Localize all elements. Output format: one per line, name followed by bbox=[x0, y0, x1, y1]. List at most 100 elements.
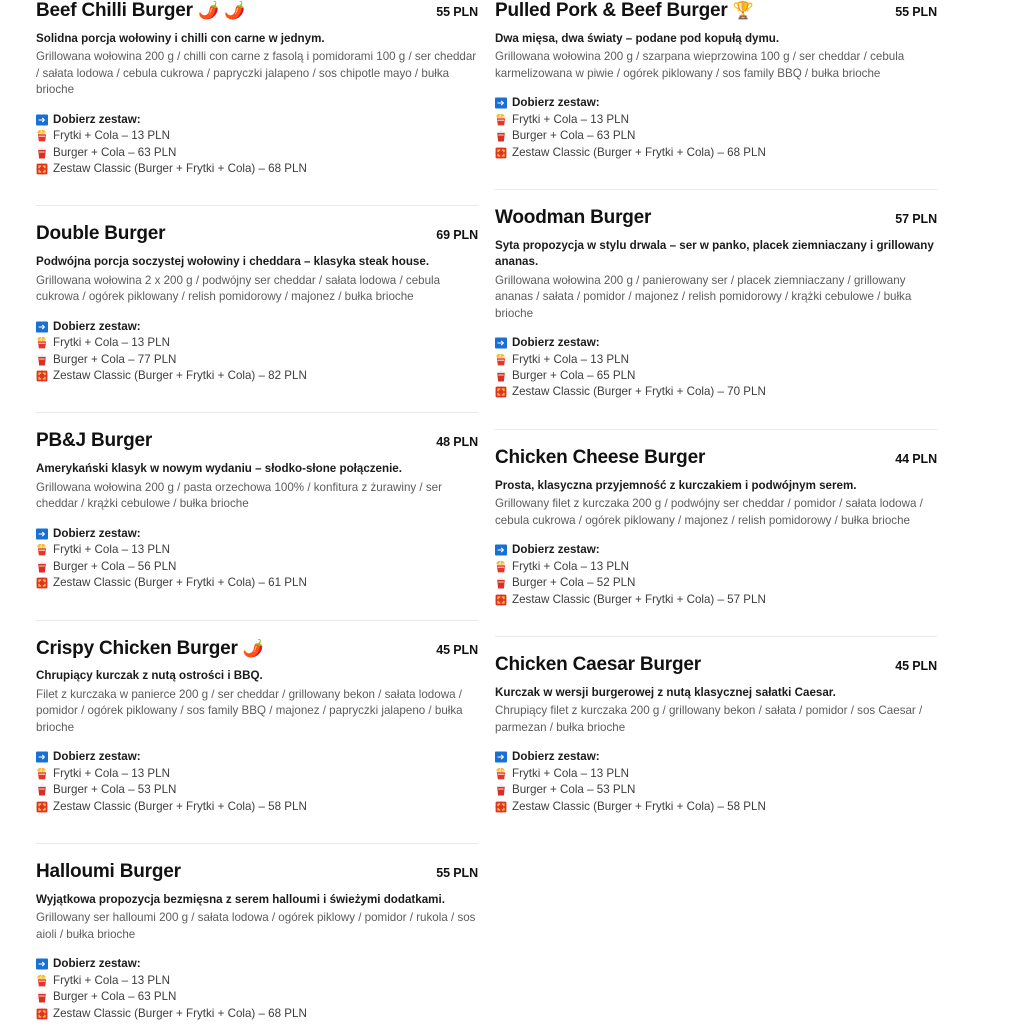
combo-heading-label: Dobierz zestaw: bbox=[512, 543, 600, 557]
combo-option-row[interactable]: Frytki + Cola – 13 PLN bbox=[36, 128, 478, 144]
combo-option-row[interactable]: Zestaw Classic (Burger + Frytki + Cola) … bbox=[495, 145, 937, 161]
right-arrow-icon bbox=[36, 321, 48, 333]
combo-option-row[interactable]: Frytki + Cola – 13 PLN bbox=[495, 352, 937, 368]
menu-item[interactable]: Double Burger 69 PLN Podwójna porcja soczy… bbox=[36, 205, 478, 398]
combo-option-row[interactable]: Burger + Cola – 63 PLN bbox=[36, 989, 478, 1005]
right-arrow-icon bbox=[495, 751, 507, 763]
combo-heading-row: Dobierz zestaw: bbox=[36, 749, 478, 765]
combo-option-row[interactable]: Zestaw Classic (Burger + Frytki + Cola) … bbox=[36, 161, 478, 177]
combo-option-row[interactable]: Zestaw Classic (Burger + Frytki + Cola) … bbox=[36, 575, 478, 591]
right-arrow-icon bbox=[36, 958, 48, 970]
bento-box-icon bbox=[36, 801, 48, 813]
item-tagline: Wyjątkowa propozycja bezmięsna z serem h… bbox=[36, 892, 445, 906]
item-ingredients: Filet z kurczaka w panierce 200 g / ser … bbox=[36, 687, 463, 734]
right-arrow-icon bbox=[36, 114, 48, 126]
drink-cup-icon bbox=[36, 560, 48, 573]
combo-option-row[interactable]: Burger + Cola – 63 PLN bbox=[495, 128, 937, 144]
combo-option-row[interactable]: Zestaw Classic (Burger + Frytki + Cola) … bbox=[36, 368, 478, 384]
item-tagline: Prosta, klasyczna przyjemność z kurczaki… bbox=[495, 478, 857, 492]
combo-option-row[interactable]: Burger + Cola – 63 PLN bbox=[36, 145, 478, 161]
combo-option-label: Frytki + Cola – 13 PLN bbox=[53, 543, 170, 557]
combo-option-row[interactable]: Burger + Cola – 77 PLN bbox=[36, 352, 478, 368]
combo-option-label: Burger + Cola – 53 PLN bbox=[512, 783, 636, 797]
combo-heading-label: Dobierz zestaw: bbox=[512, 96, 600, 110]
combo-option-row[interactable]: Burger + Cola – 65 PLN bbox=[495, 368, 937, 384]
item-header: Double Burger 69 PLN bbox=[36, 223, 478, 245]
combo-option-row[interactable]: Zestaw Classic (Burger + Frytki + Cola) … bbox=[495, 384, 937, 400]
drink-cup-icon bbox=[495, 130, 507, 142]
item-ingredients: Grillowany filet z kurczaka 200 g / podw… bbox=[495, 497, 923, 527]
combo-option-label: Burger + Cola – 63 PLN bbox=[512, 129, 636, 143]
menu-item[interactable]: Woodman Burger 57 PLN Syta propozycja w st… bbox=[495, 189, 937, 415]
combo-option-row[interactable]: Frytki + Cola – 13 PLN bbox=[36, 542, 478, 558]
drink-cup-icon bbox=[36, 991, 48, 1003]
item-tagline: Solidna porcja wołowiny i chilli con car… bbox=[36, 31, 325, 45]
combo-option-row[interactable]: Zestaw Classic (Burger + Frytki + Cola) … bbox=[495, 799, 937, 815]
item-tagline: Chrupiący kurczak z nutą ostrości i BBQ. bbox=[36, 669, 263, 683]
fries-icon bbox=[36, 974, 48, 987]
fries-icon bbox=[495, 560, 507, 573]
combo-option-row[interactable]: Burger + Cola – 53 PLN bbox=[495, 782, 937, 798]
item-price: 44 PLN bbox=[895, 451, 937, 466]
combo-block: Dobierz zestaw: Frytki + Cola – 13 PLN Bur… bbox=[36, 956, 478, 1022]
combo-option-row[interactable]: Burger + Cola – 56 PLN bbox=[36, 559, 478, 575]
item-tagline: Podwójna porcja soczystej wołowiny i che… bbox=[36, 255, 430, 269]
menu-item[interactable]: Chicken Caesar Burger 45 PLN Kurczak w wer… bbox=[495, 635, 937, 829]
menu-item[interactable]: Chicken Cheese Burger 44 PLN Prosta, klasy… bbox=[495, 428, 937, 622]
spice-badge-icon: 🏆 bbox=[732, 1, 754, 20]
combo-option-label: Frytki + Cola – 13 PLN bbox=[53, 973, 170, 987]
combo-heading-row: Dobierz zestaw: bbox=[36, 526, 478, 542]
combo-option-row[interactable]: Zestaw Classic (Burger + Frytki + Cola) … bbox=[495, 592, 937, 608]
combo-option-row[interactable]: Frytki + Cola – 13 PLN bbox=[36, 973, 478, 989]
combo-option-label: Frytki + Cola – 13 PLN bbox=[53, 336, 170, 350]
combo-option-label: Zestaw Classic (Burger + Frytki + Cola) … bbox=[53, 576, 307, 590]
item-title: PB&J Burger bbox=[36, 430, 153, 452]
combo-block: Dobierz zestaw: Frytki + Cola – 13 PLN Bur… bbox=[36, 112, 478, 178]
bento-box-icon bbox=[36, 163, 48, 175]
combo-option-row[interactable]: Frytki + Cola – 13 PLN bbox=[36, 335, 478, 351]
combo-option-row[interactable]: Frytki + Cola – 13 PLN bbox=[495, 112, 937, 128]
menu-item[interactable]: PB&J Burger 48 PLN Amerykański klasyk w no… bbox=[36, 412, 478, 605]
combo-heading-label: Dobierz zestaw: bbox=[53, 526, 141, 540]
combo-option-label: Zestaw Classic (Burger + Frytki + Cola) … bbox=[53, 369, 307, 383]
combo-option-row[interactable]: Zestaw Classic (Burger + Frytki + Cola) … bbox=[36, 1006, 478, 1022]
item-title: Halloumi Burger bbox=[36, 860, 181, 882]
item-price: 69 PLN bbox=[436, 228, 478, 243]
combo-option-label: Frytki + Cola – 13 PLN bbox=[53, 766, 170, 780]
right-arrow-icon bbox=[36, 528, 48, 540]
item-title: Beef Chilli Burger 🌶️ 🌶️ bbox=[36, 0, 246, 21]
combo-heading-label: Dobierz zestaw: bbox=[53, 750, 141, 764]
combo-option-label: Burger + Cola – 65 PLN bbox=[512, 369, 636, 383]
item-price: 57 PLN bbox=[895, 212, 937, 227]
bento-box-icon bbox=[36, 577, 48, 589]
item-price: 55 PLN bbox=[436, 865, 478, 880]
menu-item[interactable]: Pulled Pork & Beef Burger 🏆 55 PLN Dwa mię… bbox=[495, 0, 937, 175]
menu-item[interactable]: Crispy Chicken Burger 🌶️ 45 PLN Chrupiący … bbox=[36, 619, 478, 829]
combo-option-row[interactable]: Frytki + Cola – 13 PLN bbox=[495, 559, 937, 575]
item-price: 45 PLN bbox=[895, 658, 937, 673]
drink-cup-icon bbox=[36, 146, 48, 159]
item-title: Chicken Caesar Burger bbox=[495, 653, 701, 675]
combo-option-label: Frytki + Cola – 13 PLN bbox=[512, 559, 629, 573]
combo-option-row[interactable]: Frytki + Cola – 13 PLN bbox=[495, 766, 937, 782]
item-header: Pulled Pork & Beef Burger 🏆 55 PLN bbox=[495, 0, 937, 22]
combo-block: Dobierz zestaw: Frytki + Cola – 13 PLN Bur… bbox=[495, 95, 937, 161]
menu-item[interactable]: Halloumi Burger 55 PLN Wyjątkowa propozycj… bbox=[36, 842, 478, 1036]
item-header: Chicken Caesar Burger 45 PLN bbox=[495, 654, 937, 676]
combo-option-label: Zestaw Classic (Burger + Frytki + Cola) … bbox=[53, 1006, 307, 1020]
combo-heading-row: Dobierz zestaw: bbox=[495, 335, 937, 351]
right-arrow-icon bbox=[495, 337, 507, 349]
combo-option-label: Frytki + Cola – 13 PLN bbox=[512, 766, 629, 780]
combo-option-label: Frytki + Cola – 13 PLN bbox=[512, 112, 629, 126]
spice-badge-icon: 🌶️ bbox=[197, 1, 220, 20]
combo-option-row[interactable]: Burger + Cola – 52 PLN bbox=[495, 575, 937, 591]
combo-option-row[interactable]: Burger + Cola – 53 PLN bbox=[36, 782, 478, 798]
fries-icon bbox=[36, 130, 48, 142]
menu-item[interactable]: Beef Chilli Burger 🌶️ 🌶️ 55 PLN Solidna po… bbox=[36, 0, 478, 191]
combo-option-row[interactable]: Frytki + Cola – 13 PLN bbox=[36, 766, 478, 782]
combo-block: Dobierz zestaw: Frytki + Cola – 13 PLN Bur… bbox=[36, 749, 478, 815]
item-header: PB&J Burger 48 PLN bbox=[36, 430, 478, 452]
combo-option-label: Burger + Cola – 53 PLN bbox=[53, 783, 177, 797]
combo-option-row[interactable]: Zestaw Classic (Burger + Frytki + Cola) … bbox=[36, 799, 478, 815]
